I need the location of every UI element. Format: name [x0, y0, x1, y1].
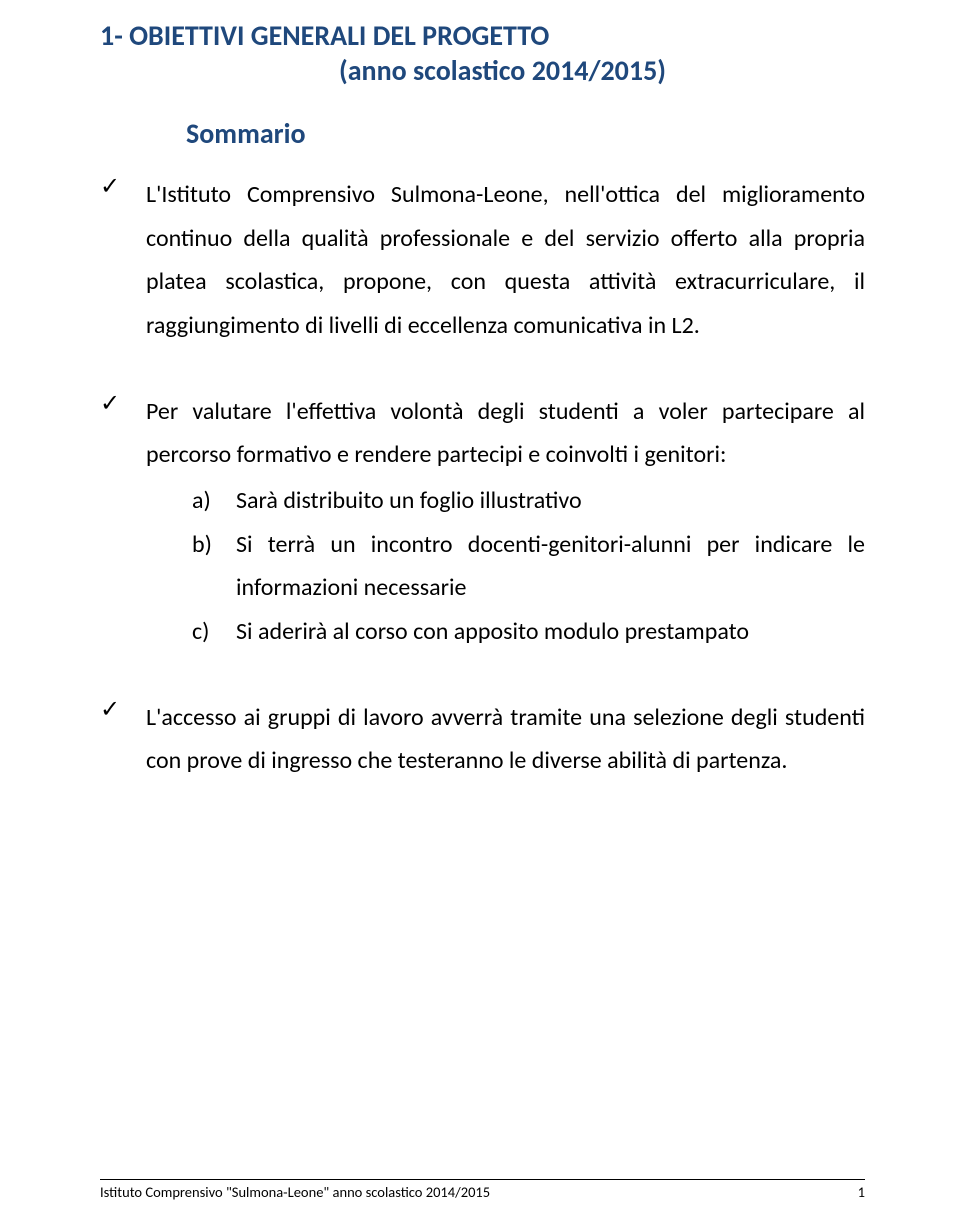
sub-list-text: Si aderirà al corso con apposito modulo …: [236, 610, 865, 654]
sommario-heading: Sommario: [186, 116, 865, 151]
sub-list-item: b) Si terrà un incontro docenti-genitori…: [192, 523, 865, 610]
sub-list-text: Si terrà un incontro docenti-genitori-al…: [236, 523, 865, 610]
sub-list-letter: c): [192, 610, 236, 654]
checkmark-icon: ✓: [100, 696, 146, 783]
bullet-item: ✓ L'Istituto Comprensivo Sulmona-Leone, …: [100, 173, 865, 348]
bullet-item: ✓ L'accesso ai gruppi di lavoro avverrà …: [100, 696, 865, 783]
page-subtitle: (anno scolastico 2014/2015): [140, 53, 865, 88]
sub-list-item: a) Sarà distribuito un foglio illustrati…: [192, 479, 865, 523]
footer: Istituto Comprensivo "Sulmona-Leone" ann…: [100, 1179, 865, 1201]
footer-page-number: 1: [858, 1183, 865, 1201]
page-title: 1- OBIETTIVI GENERALI DEL PROGETTO: [100, 18, 865, 53]
bullet-text: Per valutare l'effettiva volontà degli s…: [146, 390, 865, 477]
sub-list-item: c) Si aderirà al corso con apposito modu…: [192, 610, 865, 654]
bullet-text: L'Istituto Comprensivo Sulmona-Leone, ne…: [146, 173, 865, 348]
checkmark-icon: ✓: [100, 390, 146, 477]
sub-list-text: Sarà distribuito un foglio illustrativo: [236, 479, 865, 523]
page: 1- OBIETTIVI GENERALI DEL PROGETTO (anno…: [0, 0, 960, 1225]
sub-list-letter: a): [192, 479, 236, 523]
bullet-item: ✓ Per valutare l'effettiva volontà degli…: [100, 390, 865, 477]
sub-list: a) Sarà distribuito un foglio illustrati…: [192, 479, 865, 654]
footer-left: Istituto Comprensivo "Sulmona-Leone" ann…: [100, 1183, 490, 1201]
checkmark-icon: ✓: [100, 173, 146, 348]
sub-list-letter: b): [192, 523, 236, 610]
bullet-text: L'accesso ai gruppi di lavoro avverrà tr…: [146, 696, 865, 783]
